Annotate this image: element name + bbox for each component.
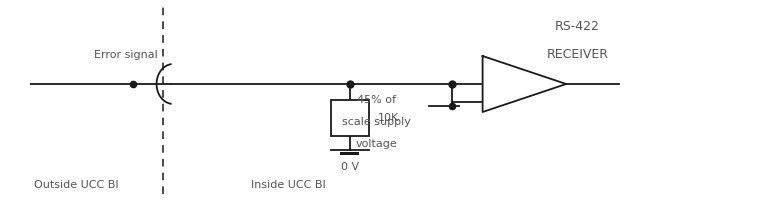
Text: Inside UCC BI: Inside UCC BI — [251, 180, 325, 190]
Text: RS-422: RS-422 — [555, 20, 600, 32]
Text: Outside UCC BI: Outside UCC BI — [33, 180, 119, 190]
Bar — [331, 100, 369, 136]
Text: voltage: voltage — [356, 139, 397, 149]
Text: 0 V: 0 V — [340, 162, 359, 172]
Bar — [340, 152, 359, 155]
Text: 45% of: 45% of — [356, 95, 396, 105]
Text: 10K: 10K — [378, 113, 399, 123]
Text: Error signal: Error signal — [93, 50, 157, 60]
Text: RECEIVER: RECEIVER — [546, 47, 609, 60]
Text: scale supply: scale supply — [342, 117, 410, 127]
Polygon shape — [483, 56, 566, 112]
